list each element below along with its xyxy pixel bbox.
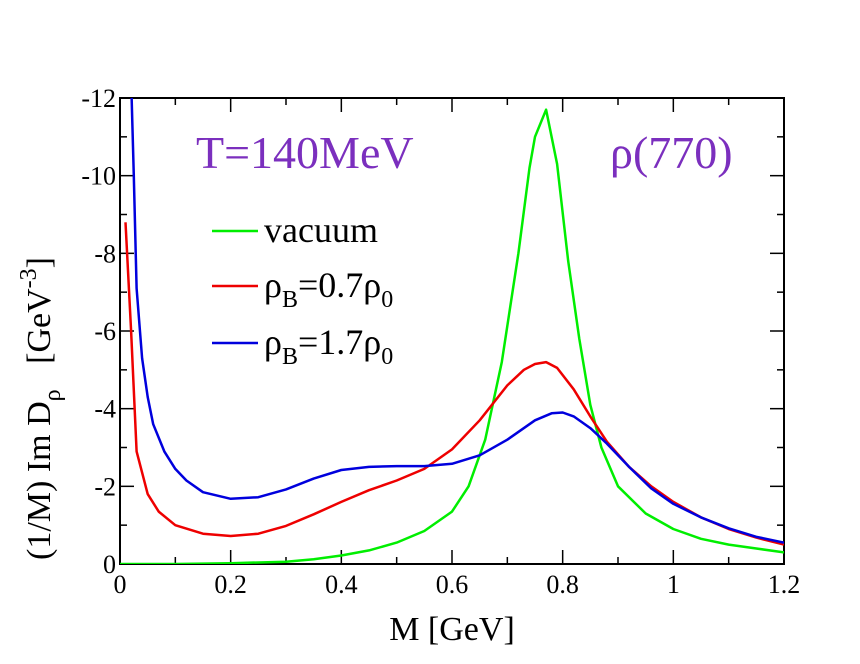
y-tick-label: -4 — [94, 395, 116, 424]
y-tick-label: -6 — [94, 317, 116, 346]
x-tick-label: 1 — [667, 570, 680, 599]
temperature-annotation: T=140MeV — [196, 127, 414, 178]
particle-annotation: ρ(770) — [610, 127, 733, 178]
x-tick-label: 0 — [114, 570, 127, 599]
y-tick-label: -8 — [94, 239, 116, 268]
x-tick-label: 0.4 — [325, 570, 358, 599]
y-axis-title: (1/M) Im Dρ [GeV-3] — [16, 257, 66, 560]
axis-ticks: 0 0.2 0.4 0.6 0.8 1 1.2 0 -2 -4 -6 -8 -10 -12 — [81, 84, 800, 599]
x-tick-label: 0.6 — [436, 570, 469, 599]
y-tick-label: -10 — [81, 162, 116, 191]
legend-label-rho17: ρB=1.7ρ0 — [264, 322, 393, 370]
y-tick-label: -2 — [94, 472, 116, 501]
series-line-0 — [120, 108, 784, 564]
series-group — [120, 98, 784, 564]
x-tick-label: 0.8 — [546, 570, 579, 599]
legend: vacuum ρB=0.7ρ0 ρB=1.7ρ0 — [212, 210, 393, 370]
x-tick-label: 1.2 — [768, 570, 801, 599]
series-line-2 — [130, 98, 784, 544]
legend-label-vacuum: vacuum — [264, 210, 378, 250]
y-tick-label: -12 — [81, 84, 116, 113]
x-tick-label: 0.2 — [214, 570, 247, 599]
legend-label-rho07: ρB=0.7ρ0 — [264, 265, 393, 313]
y-tick-label: 0 — [103, 550, 116, 579]
x-axis-title: M [GeV] — [389, 611, 515, 648]
